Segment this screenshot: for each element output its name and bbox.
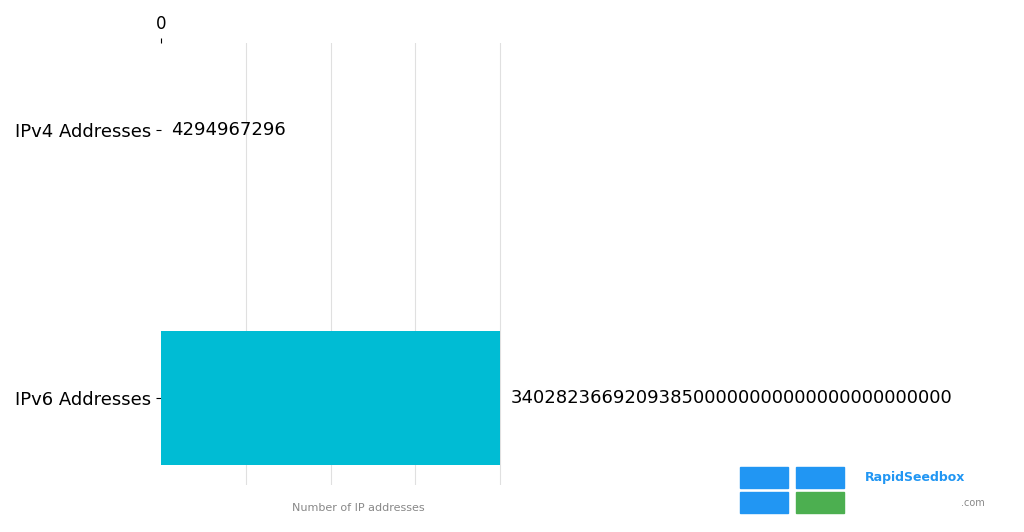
Bar [161, 331, 500, 465]
Bar [740, 467, 787, 488]
Text: Number of IP addresses: Number of IP addresses [292, 503, 425, 513]
Bar [740, 493, 787, 513]
Bar [796, 493, 844, 513]
Text: 340282366920938500000000000000000000000: 340282366920938500000000000000000000000 [510, 389, 952, 407]
Bar [796, 467, 844, 488]
Text: RapidSeedbox: RapidSeedbox [865, 471, 966, 484]
Text: .com: .com [961, 498, 985, 509]
Text: 4294967296: 4294967296 [171, 121, 286, 139]
